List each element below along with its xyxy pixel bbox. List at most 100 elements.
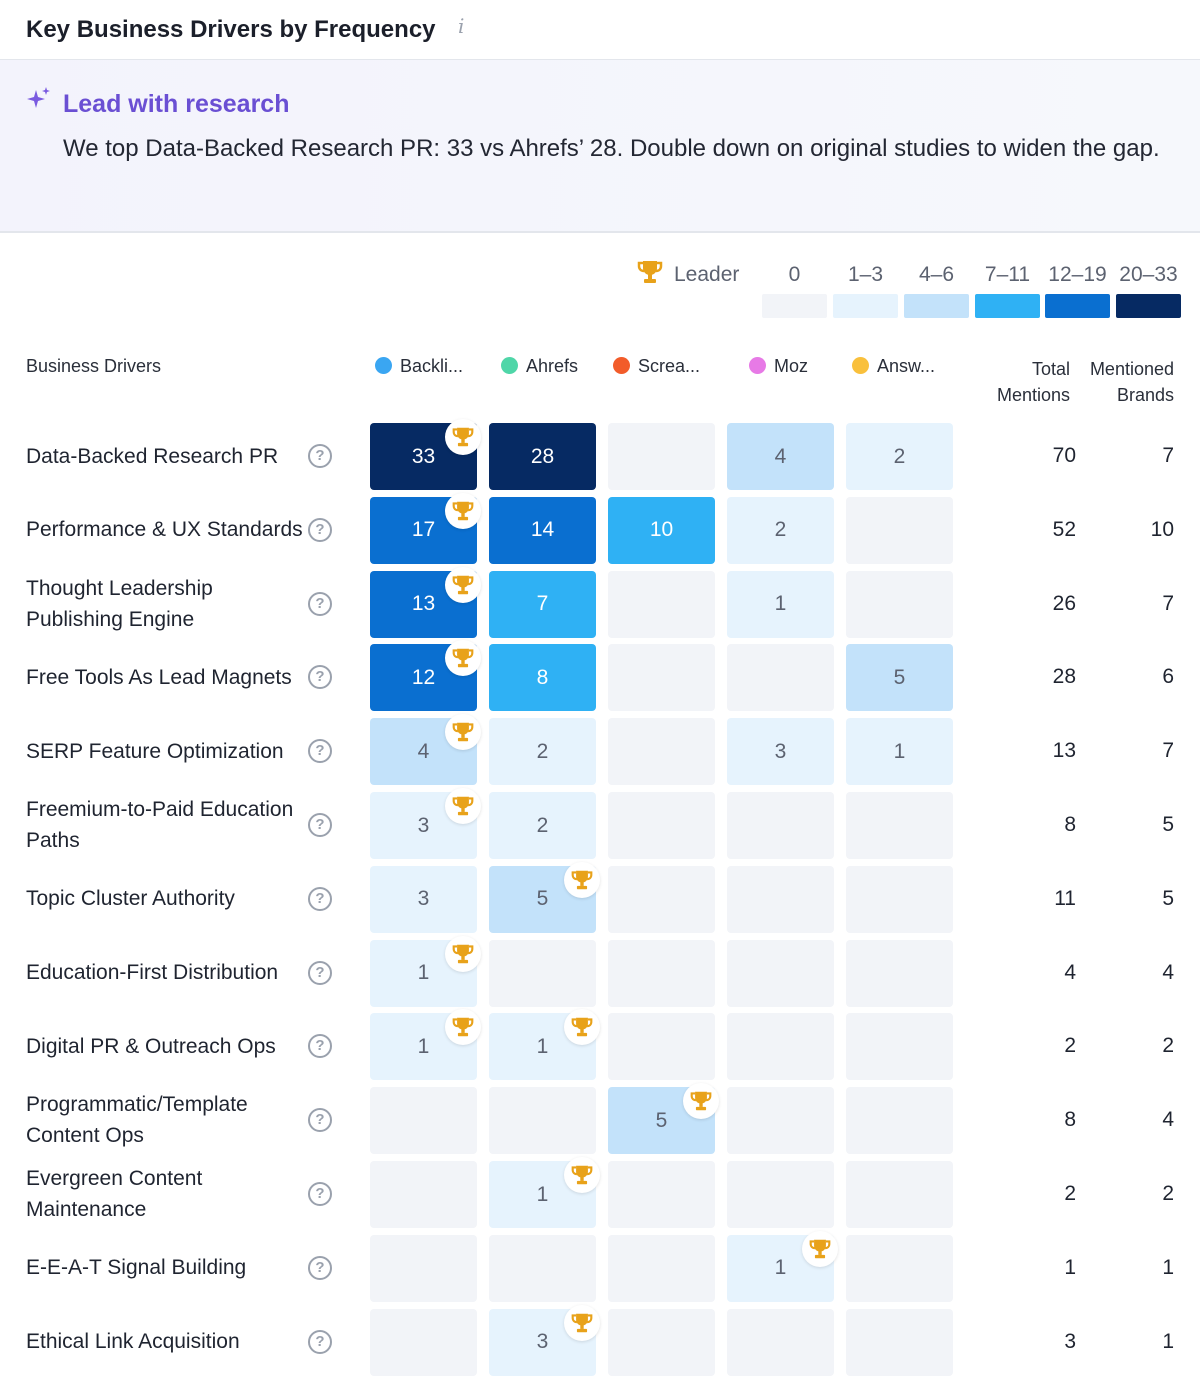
help-icon[interactable]: ? xyxy=(308,517,332,542)
heatmap-cell[interactable]: 5 xyxy=(608,1083,719,1155)
help-icon[interactable]: ? xyxy=(308,1034,332,1059)
heatmap-cell[interactable] xyxy=(370,1087,477,1155)
heatmap-cell[interactable]: 2 xyxy=(489,792,596,859)
heatmap-cell[interactable] xyxy=(846,570,953,638)
help-icon[interactable]: ? xyxy=(308,739,332,764)
heatmap-cell[interactable] xyxy=(608,570,715,638)
heatmap-cell[interactable]: 2 xyxy=(489,718,596,786)
heatmap-cell[interactable] xyxy=(489,939,596,1007)
heatmap-cell[interactable] xyxy=(608,939,715,1007)
heatmap-cell[interactable]: 4 xyxy=(370,714,481,786)
heatmap-cell[interactable]: 3 xyxy=(489,1304,600,1376)
heatmap-cell[interactable]: 28 xyxy=(489,423,596,490)
cell-value: 28 xyxy=(530,444,555,468)
help-icon[interactable]: ? xyxy=(308,665,332,690)
brand-column-header[interactable]: Screa... xyxy=(613,356,700,377)
heatmap-cell[interactable]: 8 xyxy=(489,644,596,712)
heatmap-cell[interactable] xyxy=(846,1234,953,1302)
heatmap-cell[interactable] xyxy=(608,644,715,712)
heatmap-cell[interactable] xyxy=(370,1161,477,1228)
heatmap-cell[interactable] xyxy=(608,423,715,490)
heatmap-cell[interactable]: 1 xyxy=(370,1009,481,1081)
help-icon[interactable]: ? xyxy=(308,444,332,468)
help-icon[interactable]: ? xyxy=(308,813,332,837)
heatmap-cell[interactable]: 33 xyxy=(370,419,481,490)
legend-range-label: 7–11 xyxy=(984,263,1031,286)
heatmap-cell[interactable] xyxy=(370,1234,477,1302)
heatmap-cell[interactable] xyxy=(846,865,953,933)
heatmap-cell[interactable]: 3 xyxy=(370,865,477,933)
heatmap-cell[interactable]: 3 xyxy=(727,718,834,786)
brand-column-header[interactable]: Backli... xyxy=(375,356,463,377)
heatmap-cell[interactable]: 1 xyxy=(846,718,953,786)
help-icon[interactable]: ? xyxy=(308,886,332,911)
heatmap-cell[interactable] xyxy=(846,1308,953,1376)
heatmap-cell[interactable] xyxy=(846,1013,953,1081)
heatmap-cell[interactable]: 5 xyxy=(846,644,953,712)
heatmap-cell[interactable]: 2 xyxy=(846,423,953,490)
heatmap-cell[interactable] xyxy=(727,644,834,712)
heatmap-cell[interactable] xyxy=(846,792,953,859)
brand-column-header[interactable]: Ahrefs xyxy=(501,356,578,377)
heatmap-cell[interactable] xyxy=(846,496,953,564)
mentioned-brands-value: 2 xyxy=(1162,1034,1174,1058)
heatmap-cell[interactable] xyxy=(727,865,834,933)
heatmap-cell[interactable] xyxy=(608,865,715,933)
heatmap-cell[interactable] xyxy=(727,1087,834,1155)
heatmap-cell[interactable] xyxy=(370,1308,477,1376)
heatmap-cell[interactable]: 1 xyxy=(489,1157,600,1228)
heatmap-cell[interactable]: 12 xyxy=(370,640,481,712)
heatmap-cell[interactable] xyxy=(727,1161,834,1228)
heatmap-cell[interactable] xyxy=(608,718,715,786)
heatmap-cell[interactable]: 5 xyxy=(489,861,600,933)
heatmap-cell[interactable] xyxy=(608,1161,715,1228)
heatmap-cell[interactable] xyxy=(727,792,834,859)
heatmap-cell[interactable] xyxy=(846,1161,953,1228)
cell-value: 12 xyxy=(411,665,436,689)
heatmap-cell[interactable]: 1 xyxy=(489,1009,600,1081)
leader-trophy-icon xyxy=(802,1230,838,1267)
heatmap-cell[interactable] xyxy=(727,1308,834,1376)
business-driver-label: SERP Feature Optimization xyxy=(26,739,284,763)
heatmap-cell[interactable]: 3 xyxy=(370,788,481,859)
heatmap-cell[interactable] xyxy=(846,939,953,1007)
help-icon[interactable]: ? xyxy=(308,1329,332,1354)
mentioned-brands-value: 10 xyxy=(1150,517,1174,541)
brand-column-header[interactable]: Answ... xyxy=(852,356,935,377)
heatmap-cell[interactable]: 7 xyxy=(489,570,596,638)
heatmap-cell[interactable] xyxy=(608,1013,715,1081)
brand-column-header[interactable]: Moz xyxy=(749,356,808,377)
brand-name: Backli... xyxy=(400,356,464,376)
business-driver-label: Data-Backed Research PR xyxy=(26,444,279,468)
total-mentions-value: 28 xyxy=(1052,665,1076,689)
heatmap-cell[interactable] xyxy=(727,1013,834,1081)
total-mentions-value: 13 xyxy=(1052,739,1076,763)
heatmap-cell[interactable] xyxy=(608,1308,715,1376)
heatmap-cell[interactable]: 10 xyxy=(608,496,715,564)
heatmap-cell[interactable]: 4 xyxy=(727,423,834,490)
heatmap-cell[interactable] xyxy=(608,1234,715,1302)
brand-dot-icon xyxy=(852,357,869,374)
heatmap-cell[interactable]: 1 xyxy=(370,935,481,1007)
help-icon[interactable]: ? xyxy=(308,1182,332,1206)
heatmap-cell[interactable] xyxy=(489,1234,596,1302)
heatmap-cell[interactable]: 14 xyxy=(489,496,596,564)
heatmap-cell[interactable] xyxy=(727,939,834,1007)
heatmap-cell[interactable]: 1 xyxy=(727,1230,838,1302)
heatmap-cell[interactable]: 2 xyxy=(727,496,834,564)
heatmap-cell[interactable]: 1 xyxy=(727,570,834,638)
help-icon[interactable]: ? xyxy=(308,1255,332,1280)
heatmap-cell[interactable] xyxy=(608,792,715,859)
heatmap-cell[interactable] xyxy=(489,1087,596,1155)
legend-swatch xyxy=(1045,294,1110,318)
info-icon[interactable]: i xyxy=(458,14,465,38)
help-icon[interactable]: ? xyxy=(308,960,332,985)
heatmap-cell[interactable] xyxy=(846,1087,953,1155)
cell-value: 2 xyxy=(893,444,906,468)
heatmap-cell[interactable]: 13 xyxy=(370,566,481,638)
legend-swatch xyxy=(762,294,827,318)
heatmap-cell[interactable]: 17 xyxy=(370,492,481,564)
help-icon[interactable]: ? xyxy=(308,591,332,616)
trophy-icon xyxy=(637,261,663,283)
help-icon[interactable]: ? xyxy=(308,1108,332,1133)
